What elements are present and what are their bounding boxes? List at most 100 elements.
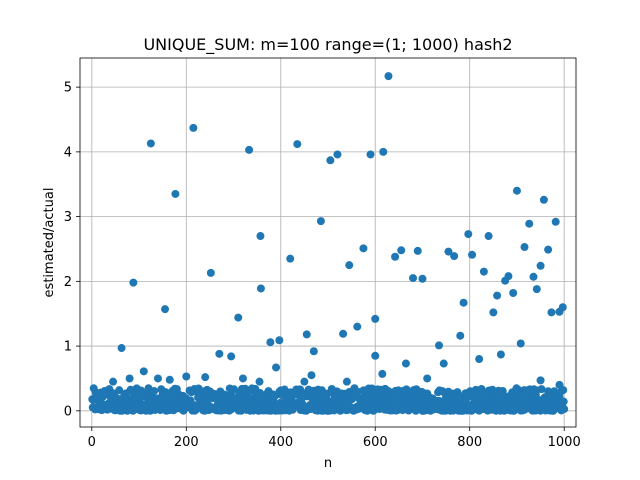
data-point [489,308,498,317]
data-point [536,261,545,270]
data-point [401,359,410,368]
data-point [532,285,541,294]
axis-ticks: 0 200 400 600 800 1000 0 1 2 3 4 5 [64,81,581,450]
data-point [464,230,473,239]
data-point [234,313,243,322]
data-point [516,339,525,348]
data-point [275,336,284,345]
data-point [139,367,148,376]
x-tick-label: 200 [174,435,199,450]
y-tick-label: 4 [64,145,72,160]
data-point [326,156,335,165]
x-axis-label: n [324,456,332,471]
data-point [547,308,556,317]
data-point [316,217,325,226]
plot-frame [79,57,577,428]
data-point [435,341,444,350]
data-point [153,374,162,383]
data-points [88,72,569,415]
data-point [345,261,354,270]
data-point [560,405,569,414]
data-point [255,377,264,386]
data-point [371,351,380,360]
x-tick-label: 400 [268,435,293,450]
data-point [255,388,264,397]
data-point [182,372,191,381]
data-point [444,247,453,256]
data-point [496,350,505,359]
data-point [245,145,254,154]
data-point [551,217,560,226]
data-point [413,246,422,255]
data-point [238,374,247,383]
y-tick-label: 5 [64,81,72,96]
data-point [266,338,275,347]
data-point [439,359,448,368]
data-point [342,377,351,386]
data-point [475,355,484,364]
data-point [307,371,316,380]
data-point [201,373,210,382]
data-point [206,268,215,277]
data-point [544,245,553,254]
data-point [509,288,518,297]
data-point [359,244,368,253]
data-point [353,322,362,331]
data-point [309,347,318,356]
x-tick-label: 1000 [548,435,581,450]
data-point [468,250,477,259]
data-point [333,150,342,159]
grid-lines [80,58,576,427]
data-point [537,385,546,394]
data-point [125,374,134,383]
data-point [339,329,348,338]
data-point [423,374,432,383]
data-point [456,331,465,340]
data-point [479,267,488,276]
data-point [529,272,538,281]
data-point [229,385,238,394]
y-tick-label: 1 [64,340,72,355]
data-point [459,298,468,307]
data-point [384,72,393,81]
y-tick-label: 2 [64,275,72,290]
data-point [109,377,118,386]
data-point [379,147,388,156]
data-point [293,140,302,149]
y-axis-label: estimated/actual [42,188,57,298]
data-point [150,387,159,396]
data-point [558,303,567,312]
data-point [498,387,507,396]
x-tick-label: 600 [363,435,388,450]
data-point [146,139,155,148]
data-point [504,272,513,281]
data-point [391,252,400,261]
data-point [256,284,265,293]
data-point [371,314,380,323]
data-point [300,377,309,386]
data-point [512,186,521,195]
data-point [493,291,502,300]
data-point [129,278,138,287]
data-point [397,246,406,255]
data-point [215,349,224,358]
y-tick-label: 3 [64,210,72,225]
data-point [525,219,534,228]
data-point [366,150,375,159]
data-point [302,330,311,339]
chart-title: UNIQUE_SUM: m=100 range=(1; 1000) hash2 [143,35,512,55]
data-point [539,195,548,204]
data-point [161,305,170,314]
data-point [450,252,459,261]
data-point [418,274,427,283]
data-point [115,386,124,395]
data-point [409,274,418,283]
data-point [520,243,529,252]
x-tick-label: 0 [88,435,96,450]
data-point [272,363,281,372]
data-point [256,232,265,241]
data-point [171,189,180,198]
data-point [165,375,174,384]
data-point [378,369,387,378]
